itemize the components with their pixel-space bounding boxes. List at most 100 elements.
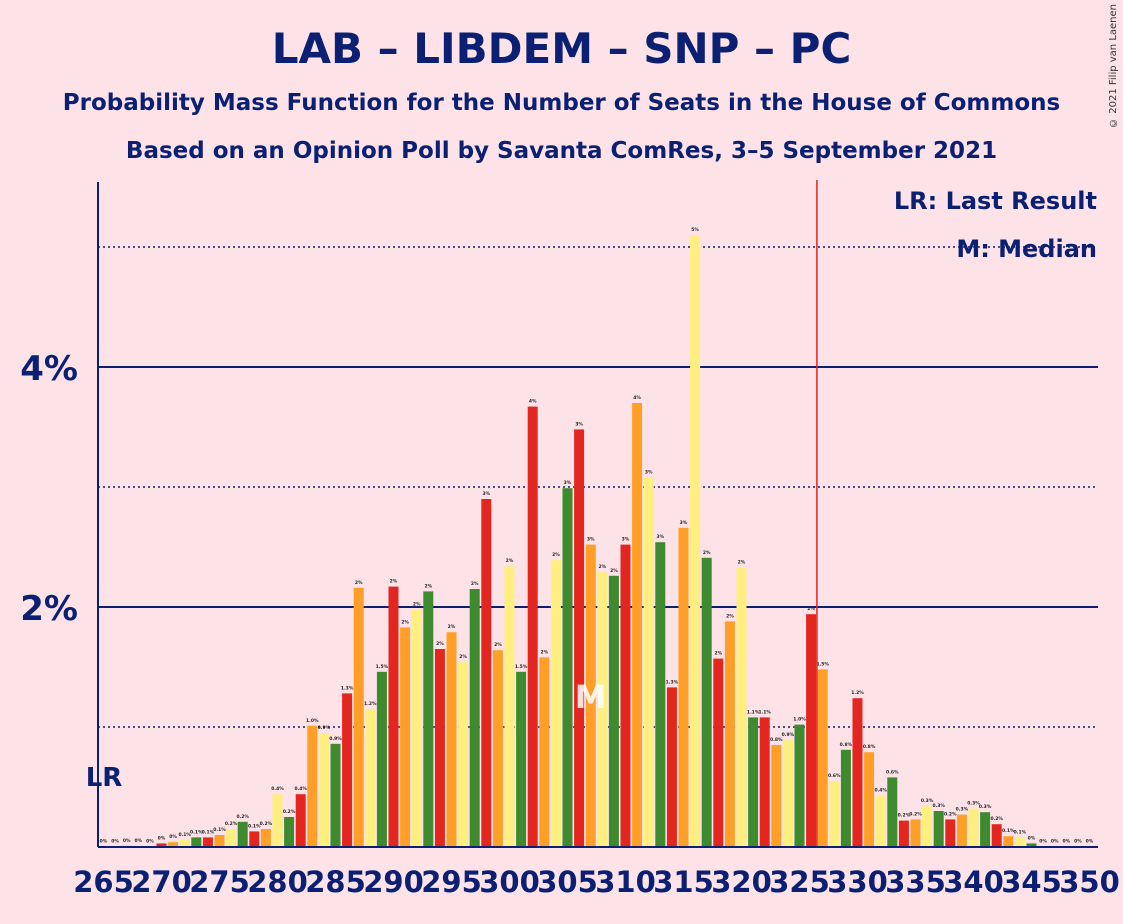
bar [771, 745, 782, 847]
x-tick-label: 320 [711, 865, 772, 899]
chart-title: LAB – LIBDEM – SNP – PC [271, 24, 852, 73]
bar [191, 837, 202, 847]
bar-data-label: 0% [1062, 838, 1070, 844]
legend-median: M: Median [956, 235, 1097, 263]
bar-data-label: 0.3% [956, 807, 969, 813]
bar [330, 743, 341, 847]
bar [690, 235, 701, 847]
y-tick-label: 4% [20, 349, 78, 389]
bar-data-label: 2% [506, 558, 514, 564]
bar-data-label: 0.2% [990, 816, 1003, 822]
bar [179, 839, 190, 847]
bar [1026, 843, 1037, 847]
bar-data-label: 2% [494, 642, 502, 648]
bar [353, 587, 364, 847]
bar [469, 589, 480, 847]
bar [226, 829, 237, 847]
x-tick-label: 335 [885, 865, 946, 899]
bar-data-label: 0.1% [1002, 828, 1015, 834]
bar-data-label: 0% [1086, 838, 1094, 844]
bar-data-label: 3% [587, 537, 595, 543]
x-tick-label: 310 [595, 865, 656, 899]
bar [342, 693, 353, 847]
x-tick-label: 285 [305, 865, 366, 899]
bar [713, 658, 724, 847]
bar [202, 837, 213, 847]
x-tick-label: 290 [363, 865, 424, 899]
x-tick-label: 340 [943, 865, 1004, 899]
bar [400, 627, 411, 847]
bar-data-label: 0% [1051, 838, 1059, 844]
median-marker: M [575, 678, 607, 716]
bar-data-label: 0% [1039, 838, 1047, 844]
bar [910, 819, 921, 847]
bar [701, 557, 712, 847]
bar-data-label: 0.3% [932, 803, 945, 809]
bar [956, 814, 967, 847]
bar-data-label: 1.0% [793, 717, 806, 723]
bar-data-label: 1.5% [816, 661, 829, 667]
bar [562, 488, 573, 847]
bar-data-label: 5% [691, 227, 699, 233]
bar [794, 724, 805, 847]
bar [284, 817, 295, 847]
bar-data-label: 0% [100, 838, 108, 844]
bar-data-label: 0% [111, 838, 119, 844]
bar-data-label: 1.1% [758, 709, 771, 715]
bar [736, 567, 747, 847]
bar-data-label: 0.4% [271, 786, 284, 792]
bar-data-label: 2% [436, 641, 444, 647]
bar-data-label: 2% [424, 583, 432, 589]
bar-data-label: 0.8% [863, 744, 876, 750]
bar-data-label: 0.1% [213, 827, 226, 833]
bar [411, 609, 422, 847]
bar-data-label: 0.1% [178, 832, 191, 838]
bar-data-label: 0% [158, 835, 166, 841]
bar-data-label: 2% [552, 552, 560, 558]
chart-subtitle-2: Based on an Opinion Poll by Savanta ComR… [125, 138, 998, 164]
bar-data-label: 2% [459, 654, 467, 660]
bar [643, 477, 654, 847]
bar-data-label: 3% [564, 480, 572, 486]
bar [156, 843, 167, 847]
bar-data-label: 2% [610, 568, 618, 574]
bar [852, 698, 863, 847]
x-tick-label: 345 [1001, 865, 1062, 899]
bar-data-label: 1.3% [341, 685, 354, 691]
bar-data-label: 1.5% [376, 664, 389, 670]
bar-data-label: 2% [703, 550, 711, 556]
x-tick-label: 330 [827, 865, 888, 899]
bar [295, 794, 306, 847]
bar [922, 806, 933, 847]
bar [980, 812, 991, 847]
bar [840, 749, 851, 847]
bar [237, 821, 248, 847]
bar [550, 560, 561, 847]
bar [376, 671, 387, 847]
bar-data-label: 0.2% [236, 814, 249, 820]
x-tick-label: 350 [1059, 865, 1120, 899]
bar-data-label: 0.8% [770, 737, 783, 743]
bar-data-label: 0.2% [283, 809, 296, 815]
bar-data-label: 0.4% [294, 786, 307, 792]
x-tick-label: 275 [189, 865, 250, 899]
last-result-marker: LR [86, 763, 123, 793]
bar-data-label: 2% [413, 601, 421, 607]
bar [1014, 837, 1025, 847]
bar-data-label: 1.2% [364, 701, 377, 707]
bar-data-label: 2% [598, 564, 606, 570]
bar-data-label: 3% [656, 534, 664, 540]
bar-data-label: 0.1% [248, 823, 261, 829]
bar-data-label: 0.4% [874, 787, 887, 793]
bar [434, 649, 445, 847]
bar [481, 499, 492, 847]
bar-data-label: 0% [134, 838, 142, 844]
legend-last-result: LR: Last Result [894, 187, 1097, 215]
x-tick-label: 295 [421, 865, 482, 899]
bar [632, 403, 643, 847]
bar-data-label: 0% [169, 834, 177, 840]
bar [365, 709, 376, 847]
bar [492, 650, 503, 847]
x-tick-label: 305 [537, 865, 598, 899]
bar [260, 829, 271, 847]
